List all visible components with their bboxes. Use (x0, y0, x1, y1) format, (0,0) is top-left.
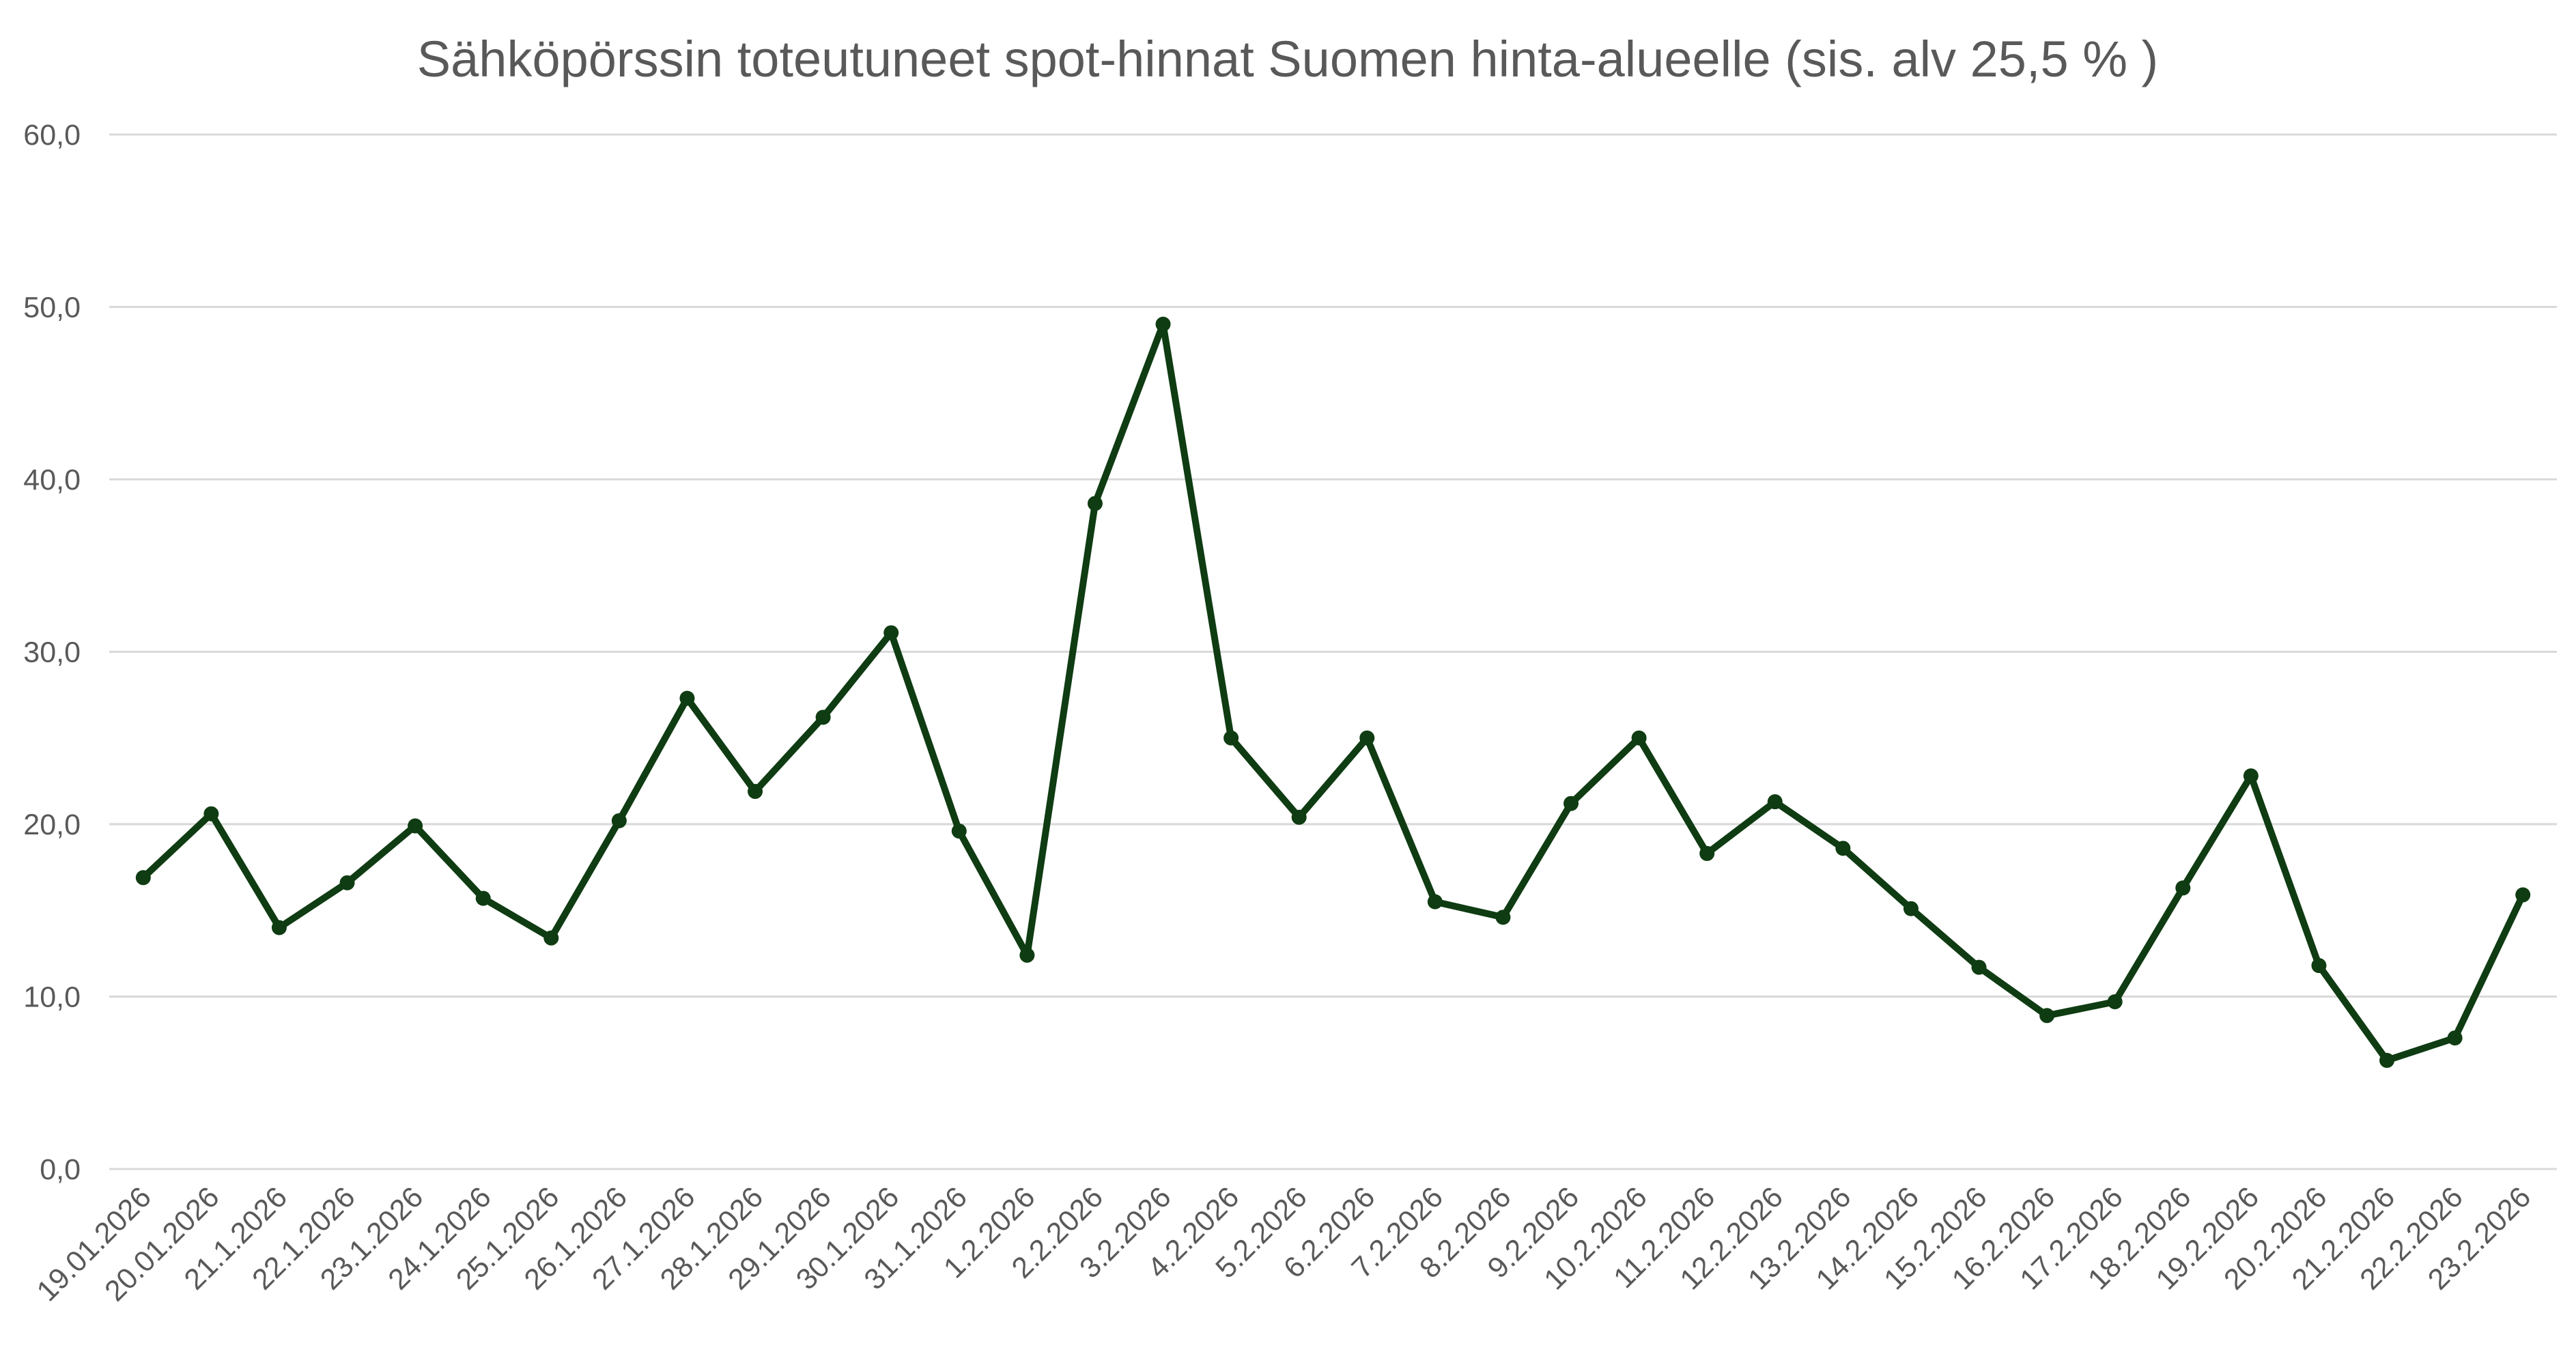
series-layer (135, 316, 2531, 1068)
data-point (2243, 768, 2259, 784)
data-point (475, 890, 491, 906)
data-point (1903, 901, 1919, 916)
data-point (1087, 496, 1103, 511)
data-point (543, 930, 559, 946)
y-tick-label: 60,0 (23, 119, 81, 152)
data-point (2039, 1008, 2055, 1024)
data-point (2515, 887, 2531, 903)
y-axis-ticks: 0,0 10,0 20,0 30,0 40,0 50,0 60,0 (23, 119, 81, 1186)
data-point (1631, 730, 1647, 746)
data-point (1971, 959, 1987, 975)
data-point (748, 784, 763, 800)
data-point (883, 625, 899, 640)
data-point (2379, 1052, 2395, 1068)
data-point (611, 813, 627, 828)
data-point (2175, 880, 2191, 896)
data-point (339, 875, 355, 890)
data-point (1495, 910, 1511, 925)
data-point (679, 690, 695, 706)
data-point (408, 818, 423, 834)
data-point (1767, 794, 1783, 810)
data-point (1563, 795, 1579, 811)
data-point (1835, 841, 1851, 856)
y-tick-label: 10,0 (23, 981, 81, 1014)
data-point (2107, 994, 2123, 1010)
data-point (1359, 730, 1375, 746)
y-tick-label: 50,0 (23, 292, 81, 324)
data-point (1019, 947, 1035, 963)
data-point (1699, 845, 1715, 861)
y-tick-label: 0,0 (40, 1153, 81, 1186)
data-point (135, 870, 151, 886)
data-point (2447, 1030, 2463, 1046)
data-point (271, 920, 287, 935)
y-tick-label: 40,0 (23, 464, 81, 496)
x-axis-ticks: 19.01.202620.01.202621.1.202622.1.202623… (31, 1181, 2538, 1308)
data-point (951, 823, 967, 839)
data-point (1223, 730, 1239, 746)
y-tick-label: 30,0 (23, 636, 81, 669)
data-point (1291, 809, 1307, 825)
data-point (1155, 316, 1171, 332)
series-line (139, 320, 2527, 1064)
data-point (2311, 958, 2327, 974)
chart-title: Sähköpörssin toteutuneet spot-hinnat Suo… (417, 31, 2158, 87)
gridlines (109, 133, 2557, 1170)
data-point (1427, 894, 1443, 910)
data-point (203, 806, 219, 821)
data-point (815, 709, 831, 725)
y-tick-label: 20,0 (23, 808, 81, 841)
